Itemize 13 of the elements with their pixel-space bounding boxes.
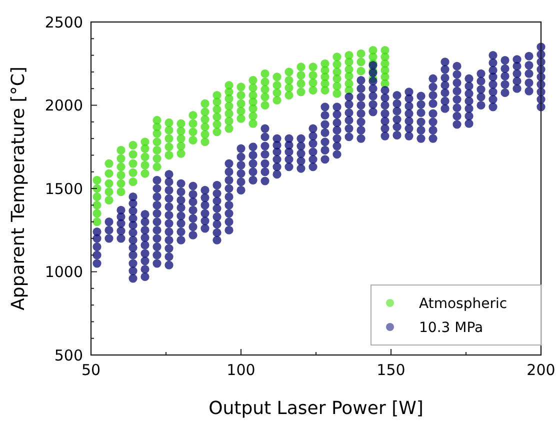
x-tick-label: 200 [526,361,556,379]
legend-label: Atmospheric [419,296,508,312]
x-axis-title: Output Laser Power [W] [208,398,424,419]
y-tick-label: 1500 [44,180,83,198]
x-tick-label: 100 [226,361,256,379]
y-tick-label: 2500 [44,13,83,32]
y-tick-label: 500 [54,346,83,364]
x-tick-label: 150 [376,361,406,379]
x-tick-label: 50 [81,361,101,379]
legend-label: 10.3 MPa [419,320,484,336]
y-tick-label: 2000 [44,96,83,114]
y-axis-title: Apparent Temperature [°C] [8,66,29,310]
y-tick-label: 1000 [44,263,83,281]
